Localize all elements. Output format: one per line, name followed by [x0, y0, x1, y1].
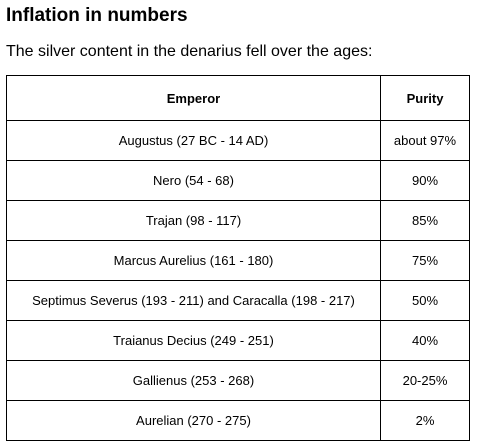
table-row: Septimus Severus (193 - 211) and Caracal…	[6, 280, 470, 321]
table-row: Traianus Decius (249 - 251) 40%	[6, 320, 470, 361]
emperor-cell: Nero (54 - 68)	[6, 160, 381, 201]
denarius-purity-table: Emperor Purity Augustus (27 BC - 14 AD) …	[6, 75, 470, 441]
purity-cell: 75%	[380, 240, 470, 281]
emperor-cell: Trajan (98 - 117)	[6, 200, 381, 241]
purity-cell: 20-25%	[380, 360, 470, 401]
emperor-cell: Aurelian (270 - 275)	[6, 400, 381, 441]
purity-cell: about 97%	[380, 120, 470, 161]
table-row: Aurelian (270 - 275) 2%	[6, 400, 470, 441]
purity-cell: 40%	[380, 320, 470, 361]
purity-cell: 2%	[380, 400, 470, 441]
purity-cell: 85%	[380, 200, 470, 241]
column-header-emperor: Emperor	[6, 75, 381, 121]
emperor-cell: Augustus (27 BC - 14 AD)	[6, 120, 381, 161]
section-heading: Inflation in numbers	[6, 5, 188, 26]
table-row: Trajan (98 - 117) 85%	[6, 200, 470, 241]
table-row: Gallienus (253 - 268) 20-25%	[6, 360, 470, 401]
emperor-cell: Marcus Aurelius (161 - 180)	[6, 240, 381, 281]
table-row: Augustus (27 BC - 14 AD) about 97%	[6, 120, 470, 161]
purity-cell: 90%	[380, 160, 470, 201]
intro-text: The silver content in the denarius fell …	[6, 43, 373, 60]
emperor-cell: Traianus Decius (249 - 251)	[6, 320, 381, 361]
purity-cell: 50%	[380, 280, 470, 321]
emperor-cell: Gallienus (253 - 268)	[6, 360, 381, 401]
column-header-purity: Purity	[380, 75, 470, 121]
table-header-row: Emperor Purity	[6, 75, 470, 121]
table-row: Marcus Aurelius (161 - 180) 75%	[6, 240, 470, 281]
emperor-cell: Septimus Severus (193 - 211) and Caracal…	[6, 280, 381, 321]
table-row: Nero (54 - 68) 90%	[6, 160, 470, 201]
